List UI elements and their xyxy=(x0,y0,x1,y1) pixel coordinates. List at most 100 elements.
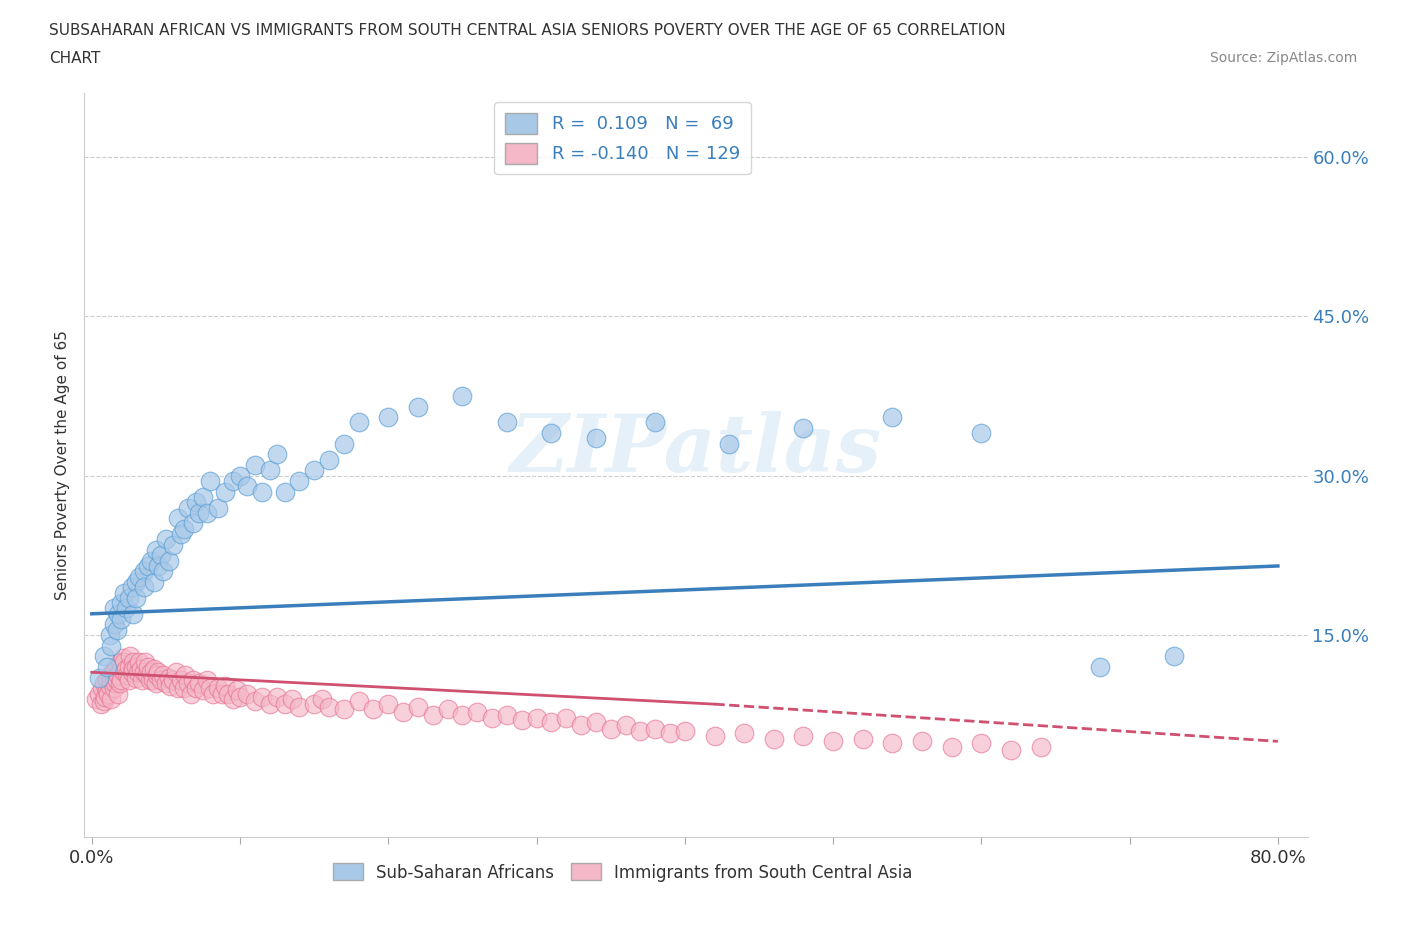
Point xyxy=(970,736,993,751)
Point xyxy=(135,668,157,683)
Point xyxy=(181,672,204,687)
Point xyxy=(177,675,200,690)
Point xyxy=(84,691,107,706)
Point xyxy=(152,668,174,683)
Point xyxy=(236,479,259,494)
Point xyxy=(122,661,145,676)
Point xyxy=(792,420,814,435)
Point xyxy=(98,679,121,694)
Point xyxy=(93,675,115,690)
Point xyxy=(122,654,145,669)
Point xyxy=(202,686,225,701)
Point xyxy=(96,672,118,687)
Point xyxy=(614,718,637,733)
Point xyxy=(288,700,311,715)
Point xyxy=(180,686,202,701)
Point xyxy=(882,410,904,425)
Point xyxy=(496,415,519,430)
Point xyxy=(191,489,214,504)
Point xyxy=(187,505,209,520)
Y-axis label: Seniors Poverty Over the Age of 65: Seniors Poverty Over the Age of 65 xyxy=(55,330,70,600)
Point xyxy=(125,671,148,685)
Point xyxy=(273,697,295,711)
Point xyxy=(214,485,236,499)
Point xyxy=(115,601,138,616)
Point xyxy=(132,564,155,578)
Point xyxy=(146,668,169,683)
Point xyxy=(882,736,904,751)
Point xyxy=(131,672,153,687)
Point xyxy=(110,661,132,676)
Point xyxy=(347,415,370,430)
Point xyxy=(703,728,725,743)
Point xyxy=(406,399,429,414)
Point xyxy=(91,681,114,696)
Point xyxy=(197,505,219,520)
Point xyxy=(143,575,166,590)
Point xyxy=(142,672,165,687)
Point xyxy=(451,708,474,723)
Point xyxy=(94,689,117,704)
Point xyxy=(150,672,173,687)
Point xyxy=(112,654,135,669)
Point xyxy=(143,661,166,676)
Point xyxy=(718,436,741,451)
Point xyxy=(191,683,214,698)
Point xyxy=(173,522,195,537)
Point xyxy=(229,468,252,483)
Point xyxy=(217,686,239,701)
Point xyxy=(481,711,503,725)
Point xyxy=(465,704,488,719)
Point xyxy=(125,591,148,605)
Point xyxy=(148,665,170,680)
Point xyxy=(166,681,188,696)
Point xyxy=(155,532,177,547)
Point xyxy=(333,702,356,717)
Point xyxy=(273,485,295,499)
Point xyxy=(103,671,125,685)
Point xyxy=(110,596,132,611)
Point xyxy=(422,708,444,723)
Point xyxy=(121,579,143,594)
Point xyxy=(569,718,592,733)
Point xyxy=(181,516,204,531)
Point xyxy=(347,694,370,709)
Point xyxy=(129,661,152,676)
Point xyxy=(132,665,155,680)
Point xyxy=(200,473,222,488)
Point xyxy=(96,659,118,674)
Point xyxy=(792,728,814,743)
Point xyxy=(496,708,519,723)
Point xyxy=(823,734,845,749)
Point xyxy=(97,686,120,701)
Point xyxy=(970,426,993,441)
Point xyxy=(127,665,149,680)
Point xyxy=(100,673,122,688)
Point xyxy=(302,697,325,711)
Point xyxy=(125,575,148,590)
Point xyxy=(288,473,311,488)
Point xyxy=(585,431,607,445)
Point xyxy=(200,681,222,696)
Point xyxy=(211,686,233,701)
Point xyxy=(150,548,173,563)
Point xyxy=(221,691,243,706)
Point xyxy=(333,436,356,451)
Point xyxy=(1000,742,1022,757)
Point xyxy=(103,681,125,696)
Point xyxy=(112,665,135,680)
Point xyxy=(128,654,150,669)
Point xyxy=(1163,649,1185,664)
Point xyxy=(311,691,333,706)
Point xyxy=(1088,659,1111,674)
Point xyxy=(259,697,281,711)
Point xyxy=(162,538,184,552)
Point xyxy=(139,665,162,680)
Point xyxy=(221,473,243,488)
Point xyxy=(90,697,112,711)
Point xyxy=(105,622,128,637)
Point xyxy=(644,721,666,736)
Point xyxy=(101,665,124,680)
Point xyxy=(152,564,174,578)
Point xyxy=(628,724,651,738)
